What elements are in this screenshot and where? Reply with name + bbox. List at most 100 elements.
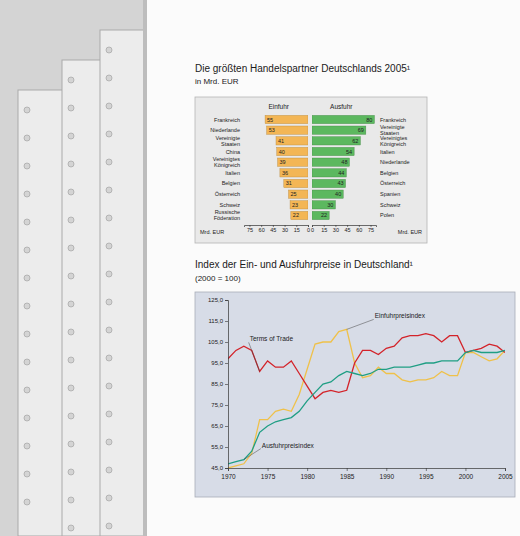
tick-label: 55,0 (211, 444, 223, 450)
tick: 0 (311, 225, 314, 233)
bars (265, 115, 308, 219)
tick: 95,0 (211, 360, 228, 366)
sleeve-hole (68, 273, 74, 279)
bars (312, 115, 374, 219)
category-label: Österreich (380, 180, 405, 186)
page-root: Die größten Handelspartner Deutschlands … (0, 0, 520, 536)
tick-label: 2000 (459, 473, 474, 480)
page (147, 0, 520, 536)
data-label: 69 (358, 127, 364, 133)
tick-label: 45,0 (211, 465, 223, 471)
axis: 19701975198019851990199520002005 (221, 468, 513, 480)
sleeve-hole (106, 355, 112, 361)
series-label: Terms of Trade (250, 335, 294, 342)
tick-label: 75 (247, 227, 253, 233)
tick: 75,0 (211, 402, 228, 408)
category-label-line: Österreich (215, 191, 240, 197)
sleeve-hole (24, 135, 30, 141)
tick-label: 0 (311, 227, 314, 233)
bar (312, 201, 335, 209)
tick: 1990 (380, 468, 395, 480)
category-label: Italien (225, 170, 240, 176)
tick: 75 (368, 225, 374, 233)
tick: 65,0 (211, 423, 228, 429)
tick: 45,0 (211, 465, 228, 471)
bar (276, 137, 308, 145)
axis: 01530456075 (245, 225, 311, 233)
tick-label: 15 (321, 227, 327, 233)
sleeve-hole (106, 271, 112, 277)
axis: 45,0 55,0 65,0 75,0 85,0 95,0 105,0 115,0 125,0 (208, 297, 229, 471)
tick-mark (225, 468, 228, 469)
tick: 45 (345, 225, 351, 233)
tick: 115,0 (208, 318, 228, 324)
bar (312, 211, 329, 219)
category-label-line: Belgien (222, 180, 240, 186)
category-label: Österreich (215, 191, 240, 197)
bar (312, 179, 346, 187)
tick-mark (505, 468, 506, 471)
category-label: VereinigteStaaten (216, 135, 240, 147)
category-label: Polen (380, 212, 394, 218)
bar (278, 158, 308, 166)
tick: 85,0 (211, 381, 228, 387)
series-header: Ausfuhr (330, 103, 353, 110)
desk (0, 0, 520, 536)
sleeve (100, 30, 150, 536)
bar (312, 137, 360, 145)
chart-panel (195, 292, 515, 497)
tick-label: 15 (294, 227, 300, 233)
category-label-line: Schweiz (220, 202, 241, 208)
sleeve-hole (106, 495, 112, 501)
tick: 15 (294, 225, 300, 233)
tick: 30 (282, 225, 288, 233)
tick-label: 95,0 (211, 360, 223, 366)
tick-label: 125,0 (208, 297, 224, 303)
tick-mark (347, 468, 348, 471)
sleeve-hole (106, 131, 112, 137)
category-label-line: Staaten (221, 141, 240, 147)
data-label: 30 (327, 202, 333, 208)
tick: 2005 (498, 468, 513, 480)
category-label: Schweiz (220, 202, 241, 208)
bar (290, 201, 308, 209)
category-label: Schweiz (380, 202, 401, 208)
bar (312, 158, 349, 166)
category-label-line: Italien (380, 149, 395, 155)
data-label: 22 (293, 212, 299, 218)
tick-label: 1980 (300, 473, 315, 480)
sleeve-hole (24, 303, 30, 309)
tick: 15 (321, 225, 327, 233)
tick-label: 65,0 (211, 423, 223, 429)
category-label-line: China (226, 149, 241, 155)
bar (288, 190, 308, 198)
category-label-line: Königreich (380, 141, 406, 147)
tick-label: 75,0 (211, 402, 223, 408)
sleeve-hole (24, 107, 30, 113)
sleeve-hole (106, 439, 112, 445)
tick-label: 105,0 (208, 339, 224, 345)
chart-title: Index der Ein- und Ausfuhrpreise in Deut… (195, 259, 414, 270)
category-label: Spanien (380, 191, 400, 197)
tick-label: 30 (333, 227, 339, 233)
sleeve-hole (24, 219, 30, 225)
tick-mark (225, 384, 228, 385)
data-label: 23 (292, 202, 298, 208)
series-label: Ausfuhrpreisindex (262, 442, 315, 450)
data-label: 62 (352, 138, 358, 144)
category-label: Frankreich (380, 117, 406, 123)
tick-label: 115,0 (208, 318, 223, 324)
sleeve-hole (68, 217, 74, 223)
tick-label: 1995 (419, 473, 434, 480)
tick-label: 75 (368, 227, 374, 233)
axis-line (229, 469, 506, 472)
tick: 1980 (300, 468, 315, 480)
chart-subtitle: (2000 = 100) (195, 274, 241, 283)
data-label: 54 (346, 149, 352, 155)
tick-mark (225, 447, 228, 448)
series-label: Einfuhrpreisindex (375, 312, 426, 320)
category-label: Frankreich (214, 117, 240, 123)
category-label-line: Königreich (214, 162, 240, 168)
category-label-line: Italien (225, 170, 240, 176)
tick-label: 2005 (498, 473, 513, 480)
